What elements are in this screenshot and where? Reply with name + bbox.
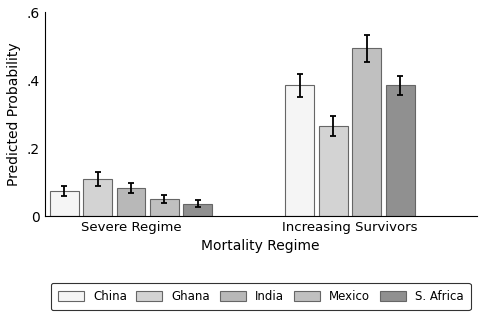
- Legend: China, Ghana, India, Mexico, S. Africa: China, Ghana, India, Mexico, S. Africa: [50, 283, 470, 310]
- Bar: [50, 190, 78, 216]
- Bar: [184, 203, 212, 216]
- Bar: [386, 85, 414, 216]
- Bar: [150, 199, 179, 216]
- Bar: [319, 126, 348, 216]
- Bar: [352, 48, 381, 216]
- Bar: [116, 188, 146, 216]
- Bar: [83, 179, 112, 216]
- Bar: [286, 85, 314, 216]
- X-axis label: Mortality Regime: Mortality Regime: [202, 239, 320, 253]
- Y-axis label: Predicted Probability: Predicted Probability: [7, 42, 21, 186]
